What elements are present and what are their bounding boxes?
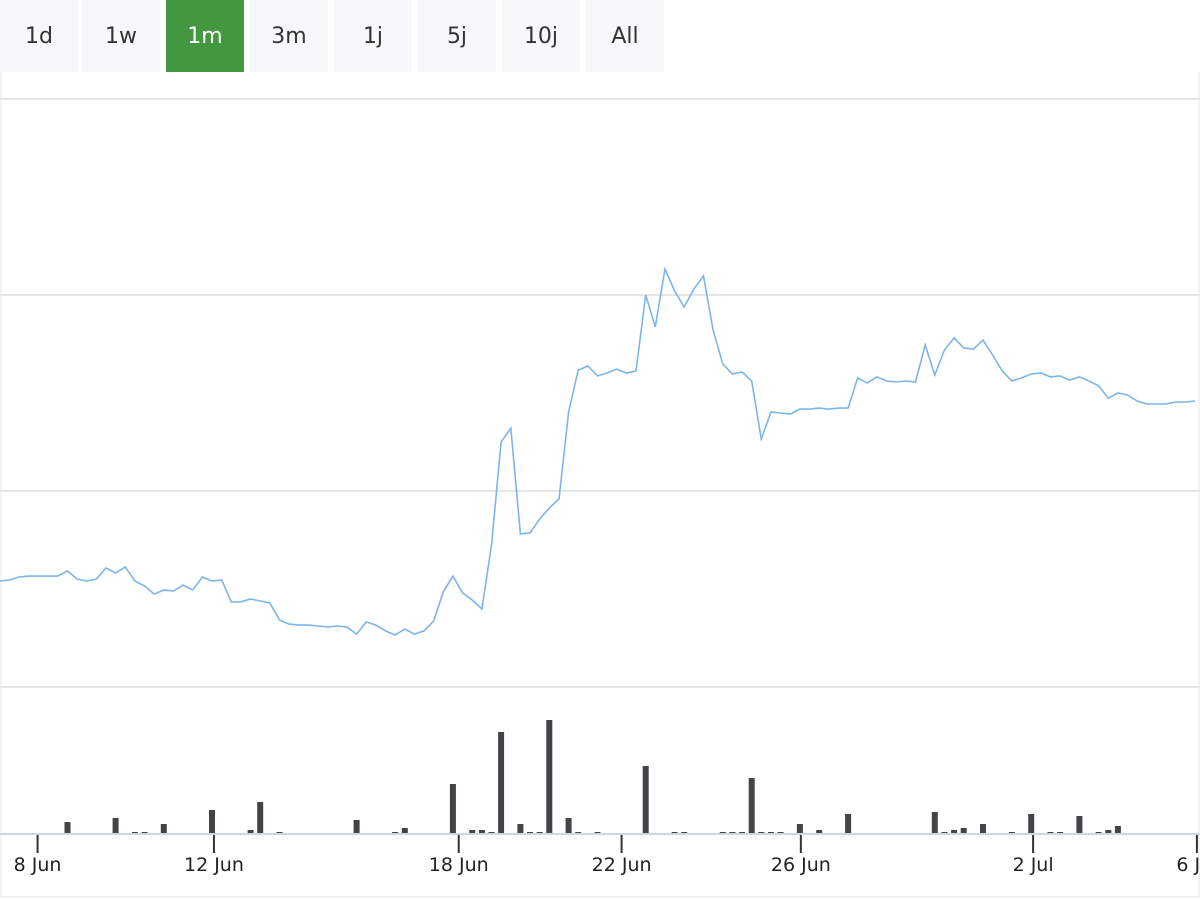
range-button-1d[interactable]: 1d bbox=[0, 0, 78, 72]
volume-bar bbox=[748, 778, 755, 834]
range-button-all[interactable]: All bbox=[586, 0, 664, 72]
volume-bar bbox=[816, 830, 823, 834]
volume-bar bbox=[64, 822, 71, 834]
gridlines bbox=[0, 98, 1200, 688]
volume-bar bbox=[546, 720, 553, 834]
volume-bar bbox=[1028, 814, 1035, 834]
volume-bar bbox=[931, 812, 938, 834]
volume-bar bbox=[247, 830, 254, 834]
range-button-1j[interactable]: 1j bbox=[334, 0, 412, 72]
volume-bar bbox=[469, 830, 476, 834]
volume-bar bbox=[1076, 816, 1083, 834]
volume-bar bbox=[160, 824, 167, 834]
volume-bar bbox=[565, 818, 572, 834]
volume-bar bbox=[112, 818, 119, 834]
x-axis-ticks: 8 Jun 12 Jun 18 Jun 22 Jun 26 Jun 2 Jul 6 Jul bbox=[14, 835, 1200, 876]
volume-bar bbox=[401, 828, 408, 834]
range-button-3m[interactable]: 3m bbox=[250, 0, 328, 72]
range-button-1w[interactable]: 1w bbox=[82, 0, 160, 72]
volume-bar bbox=[1114, 826, 1121, 834]
volume-bar bbox=[1105, 830, 1112, 834]
volume-bar bbox=[642, 766, 649, 834]
x-tick-label: 8 Jun bbox=[14, 854, 62, 876]
range-button-10j[interactable]: 10j bbox=[502, 0, 580, 72]
chart-frame bbox=[0, 72, 1200, 898]
volume-bar bbox=[449, 784, 456, 834]
price-line bbox=[0, 266, 1196, 637]
x-tick-label: 26 Jun bbox=[771, 854, 831, 876]
x-tick-label: 12 Jun bbox=[184, 854, 244, 876]
volume-bar bbox=[960, 828, 967, 834]
volume-bar bbox=[980, 824, 986, 834]
volume-bar bbox=[209, 810, 215, 834]
volume-bar bbox=[353, 820, 360, 834]
x-tick-label: 22 Jun bbox=[592, 854, 652, 876]
volume-bar bbox=[796, 824, 803, 834]
volume-bar bbox=[478, 830, 485, 834]
range-button-5j[interactable]: 5j bbox=[418, 0, 496, 72]
x-tick-label: 2 Jul bbox=[1013, 854, 1054, 876]
volume-bars bbox=[64, 720, 1121, 834]
x-tick-label: 18 Jun bbox=[429, 854, 489, 876]
volume-bar bbox=[498, 732, 505, 834]
volume-bar bbox=[517, 824, 524, 834]
volume-bar bbox=[951, 830, 958, 834]
range-button-1m[interactable]: 1m bbox=[166, 0, 244, 72]
volume-bar bbox=[257, 802, 264, 834]
volume-bar bbox=[845, 814, 852, 834]
x-tick-label: 6 Jul bbox=[1176, 854, 1200, 876]
